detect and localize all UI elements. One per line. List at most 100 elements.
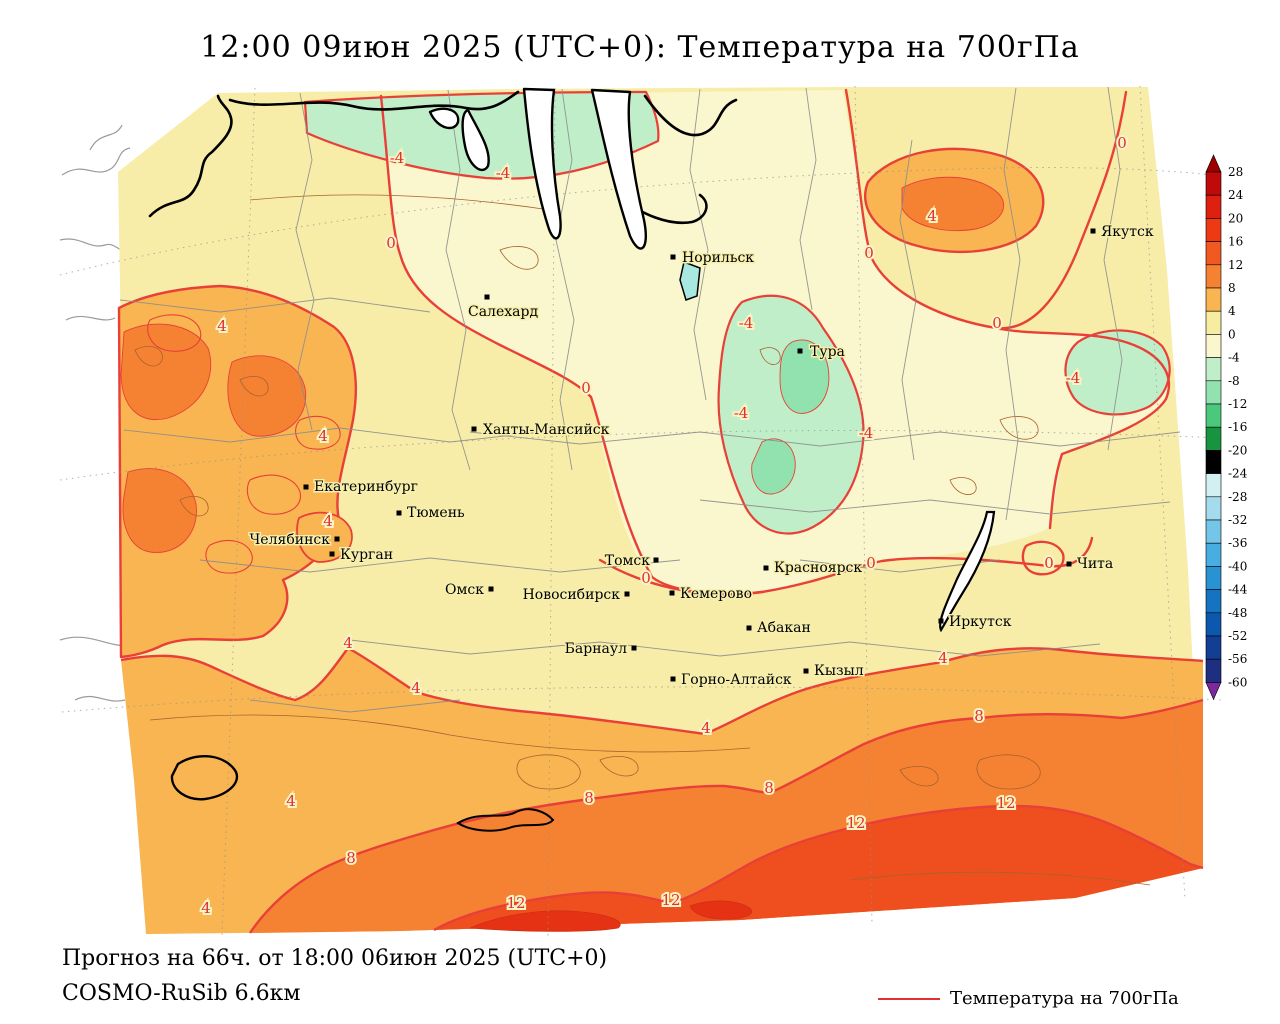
contour-label: 8 <box>346 849 356 867</box>
city-dot <box>746 625 752 631</box>
colorbar-band <box>1205 426 1222 451</box>
contour-label: 12 <box>846 814 865 832</box>
colorbar-band <box>1205 635 1222 660</box>
legend-label: Температура на 700гПа <box>950 988 1179 1009</box>
city-marker: Горно-Алтайск <box>670 671 793 690</box>
city-label: Кемерово <box>680 586 752 602</box>
legend-temperature-700hpa: Температура на 700гПа <box>878 988 1179 1009</box>
contour-label: 4 <box>411 679 421 697</box>
west-warm-region <box>117 284 358 659</box>
city-dot <box>396 510 402 516</box>
city-marker: Барнаул <box>563 640 637 659</box>
city-dot <box>329 551 335 557</box>
city-label: Ханты-Мансийск <box>483 422 610 438</box>
colorbar-tick-label: 12 <box>1228 258 1243 272</box>
city-marker: Абакан <box>746 619 812 638</box>
contour-label: 0 <box>581 379 591 397</box>
colorbar-band <box>1205 519 1222 544</box>
cities-layer: Норильск Салехард Тура Якутск Ханты-Мансийск… <box>248 223 1155 690</box>
city-dot <box>670 254 676 260</box>
city-label: Иркутск <box>949 614 1012 630</box>
zero-contours <box>379 88 1171 596</box>
minor-red-contours <box>147 314 341 574</box>
colorbar-tick-label: -8 <box>1228 374 1240 388</box>
city-label: Чита <box>1077 556 1113 572</box>
contour-label: -4 <box>496 164 511 182</box>
colorbar-band <box>1205 496 1222 521</box>
colorbar-band <box>1205 542 1222 567</box>
colorbar-band <box>1205 450 1222 474</box>
colorbar-tick-label: -20 <box>1228 443 1247 457</box>
city-dot <box>763 565 769 571</box>
colorbar-tick-label: -32 <box>1228 513 1247 527</box>
contour-label: -4 <box>739 314 754 332</box>
city-dot <box>624 591 630 597</box>
city-marker: Кызыл <box>803 662 865 681</box>
city-label: Барнаул <box>565 641 628 657</box>
contour-label: 12 <box>506 894 525 912</box>
city-label: Екатеринбург <box>314 479 418 495</box>
city-label: Томск <box>605 553 650 569</box>
colorbar-band <box>1205 380 1222 405</box>
city-marker: Новосибирск <box>521 586 630 605</box>
contour-label: 0 <box>864 244 874 262</box>
sea-gulfs <box>428 87 648 250</box>
city-dot <box>631 645 637 651</box>
contour-label: 0 <box>866 554 876 572</box>
contour-label: 12 <box>661 891 680 909</box>
contour-label: 0 <box>641 569 651 587</box>
colorbar-band <box>1205 264 1222 289</box>
contour-label: 8 <box>584 789 594 807</box>
contour-label: 8 <box>764 779 774 797</box>
contour-label: 4 <box>217 317 227 335</box>
city-marker: Красноярск <box>763 559 864 578</box>
colorbar-bottom-arrow <box>1205 682 1222 701</box>
intermediate-contours <box>134 194 1151 886</box>
colorbar-band <box>1205 287 1222 312</box>
city-marker: Иркутск <box>938 613 1013 632</box>
contour-label: 4 <box>286 792 296 810</box>
colorbar-band <box>1205 658 1222 683</box>
contour-label: -4 <box>390 149 405 167</box>
colorbar-band <box>1205 218 1222 242</box>
colorbar-tick-label: -24 <box>1228 467 1248 481</box>
colorbar-tick-label: -4 <box>1228 351 1240 365</box>
contour-label: 4 <box>938 649 948 667</box>
lake-baikal <box>939 510 996 633</box>
city-marker: Кемерово <box>669 585 754 604</box>
contour-label: 4 <box>201 899 211 917</box>
city-dot <box>938 618 944 624</box>
colorbar-tick-label: 0 <box>1228 327 1236 341</box>
colorbar-tick-label: 4 <box>1228 304 1236 318</box>
contour-label: 4 <box>318 427 328 445</box>
city-label: Норильск <box>682 250 754 266</box>
city-dot <box>670 676 676 682</box>
city-marker: Челябинск <box>248 531 340 550</box>
city-marker: Салехард <box>467 294 540 322</box>
contour-labels-layer: -4 -4 0 0 0 4 0 -4 4 0 -4 -4 -4 4 4 0 0 0 4 4 4 4 8 8 8 12 12 4 8 4 12… <box>199 132 1129 919</box>
colorbar-band <box>1205 357 1222 382</box>
colorbar-tick-label: -28 <box>1228 490 1247 504</box>
city-label: Якутск <box>1101 224 1154 240</box>
contour-label: 4 <box>323 512 333 530</box>
colorbar-tick-label: -12 <box>1228 397 1247 411</box>
city-dot <box>471 426 477 432</box>
city-marker: Екатеринбург <box>303 478 419 497</box>
model-info: COSMO-RuSib 6.6км <box>62 981 301 1006</box>
city-label: Горно-Алтайск <box>681 672 792 688</box>
cold-pocket-inner-green <box>751 339 830 495</box>
lake-west <box>170 755 239 801</box>
city-marker: Норильск <box>670 249 756 268</box>
city-dot <box>669 590 675 596</box>
city-label: Кызыл <box>814 663 864 679</box>
colorbar-band <box>1205 473 1222 498</box>
colorbar-tick-label: 8 <box>1228 281 1236 295</box>
colorbar-band <box>1205 334 1222 358</box>
contour-label: -4 <box>859 424 874 442</box>
contour-label: 12 <box>996 794 1015 812</box>
city-label: Абакан <box>757 620 811 636</box>
contour-label: 8 <box>974 707 984 725</box>
city-dot <box>303 484 309 490</box>
city-label: Салехард <box>468 304 538 320</box>
